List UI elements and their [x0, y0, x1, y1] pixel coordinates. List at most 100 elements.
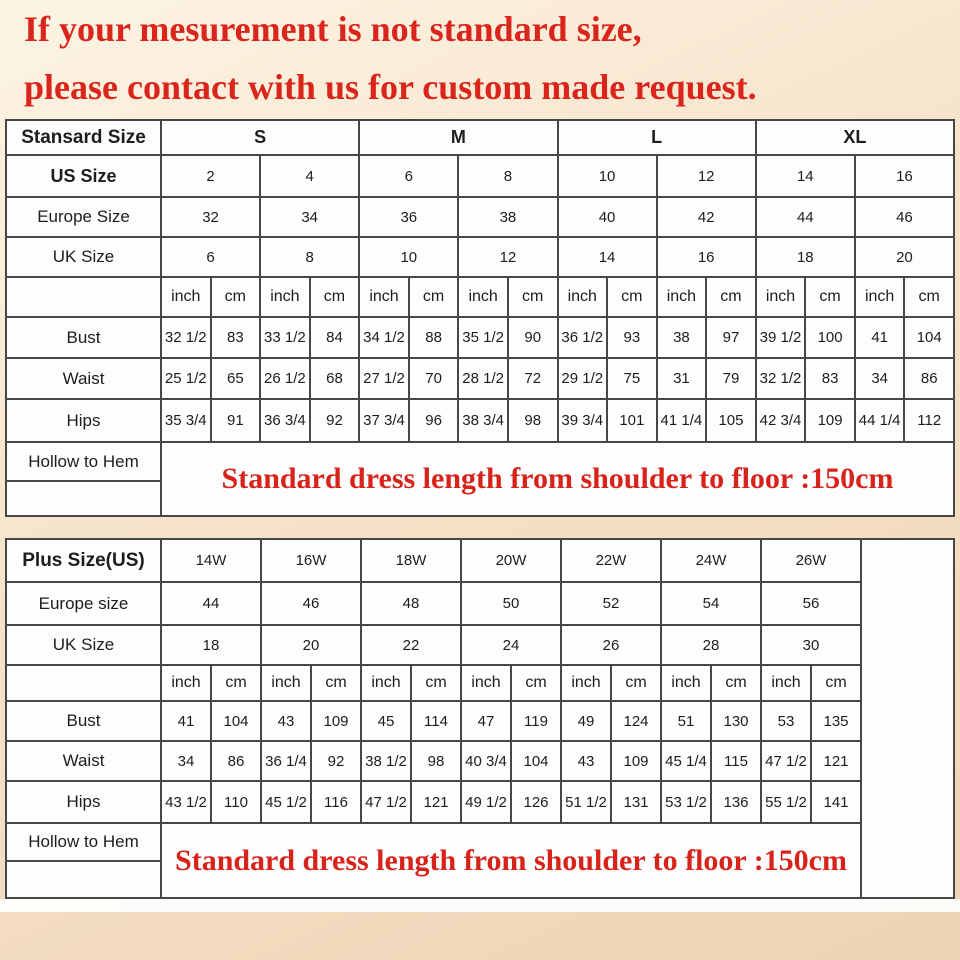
size-value-cell: 43 1/2: [160, 780, 212, 824]
size-value-cell: 75: [606, 357, 658, 400]
row-label: [5, 480, 162, 517]
size-value-cell: 35 1/2: [457, 316, 509, 359]
size-value-cell: 16W: [260, 538, 362, 583]
size-value-cell: 29 1/2: [556, 357, 609, 400]
size-value-cell: 104: [903, 316, 955, 359]
row-label: Hips: [5, 780, 162, 824]
size-value-cell: 22W: [560, 538, 662, 583]
row-label: [5, 276, 162, 318]
size-value-cell: 4: [259, 154, 361, 198]
unit-header-cell: cm: [407, 276, 460, 318]
row-label: Waist: [5, 357, 162, 400]
size-value-cell: 105: [705, 398, 757, 443]
size-value-cell: 6: [358, 154, 460, 198]
size-value-cell: 47 1/2: [360, 780, 412, 824]
size-value-cell: 48: [360, 581, 462, 626]
size-value-cell: 27 1/2: [358, 357, 410, 400]
size-value-cell: 8: [259, 236, 361, 278]
size-value-cell: 30: [760, 624, 862, 666]
table-bottom-strip: [0, 899, 960, 912]
unit-header-cell: cm: [410, 664, 462, 702]
unit-header-cell: cm: [308, 276, 361, 318]
size-value-cell: 32: [159, 196, 262, 238]
size-value-cell: 112: [903, 398, 955, 443]
row-label: Bust: [5, 700, 162, 742]
size-value-cell: 43: [260, 700, 312, 742]
size-value-cell: 45 1/4: [660, 740, 712, 782]
size-value-cell: 40 3/4: [460, 740, 512, 782]
size-value-cell: 22: [360, 624, 462, 666]
size-value-cell: 44: [754, 196, 856, 238]
unit-header-cell: cm: [310, 664, 362, 702]
unit-header-cell: inch: [457, 276, 509, 318]
size-value-cell: 14: [754, 154, 856, 198]
row-label: Europe size: [5, 581, 162, 626]
size-value-cell: 14W: [160, 538, 262, 583]
size-value-cell: 16: [655, 236, 757, 278]
size-value-cell: 39 1/2: [754, 316, 807, 359]
size-value-cell: 56: [760, 581, 862, 626]
unit-header-cell: cm: [210, 664, 262, 702]
row-label: Hips: [5, 398, 162, 443]
size-value-cell: 86: [903, 357, 955, 400]
unit-header-cell: cm: [506, 276, 559, 318]
unit-header-cell: cm: [606, 276, 658, 318]
size-value-cell: 49 1/2: [460, 780, 512, 824]
unit-header-cell: inch: [754, 276, 807, 318]
size-value-cell: 55 1/2: [760, 780, 812, 824]
size-value-cell: 92: [310, 740, 362, 782]
size-value-cell: 44: [160, 581, 262, 626]
size-value-cell: 136: [710, 780, 762, 824]
unit-header-cell: inch: [660, 664, 712, 702]
row-label: [5, 664, 162, 702]
size-value-cell: 41 1/4: [655, 398, 708, 443]
size-value-cell: 72: [506, 357, 559, 400]
row-label: Europe Size: [5, 196, 162, 238]
unit-header-cell: inch: [655, 276, 708, 318]
unit-header-cell: cm: [610, 664, 662, 702]
size-value-cell: 18W: [360, 538, 462, 583]
size-value-cell: 20: [853, 236, 956, 278]
size-value-cell: 124: [610, 700, 662, 742]
size-value-cell: 97: [705, 316, 757, 359]
size-value-cell: 46: [853, 196, 956, 238]
size-value-cell: 131: [610, 780, 662, 824]
size-value-cell: 101: [606, 398, 658, 443]
custom-size-notice-line-2: please contact with us for custom made r…: [24, 67, 757, 107]
size-value-cell: 83: [209, 316, 262, 359]
size-value-cell: 51 1/2: [560, 780, 612, 824]
size-value-cell: 114: [410, 700, 462, 742]
table-corner-label: Stansard Size: [5, 119, 162, 156]
size-value-cell: 34: [259, 196, 361, 238]
unit-header-cell: cm: [705, 276, 757, 318]
size-value-cell: 109: [310, 700, 362, 742]
size-value-cell: 12: [655, 154, 757, 198]
size-value-cell: 36 1/4: [260, 740, 312, 782]
unit-header-cell: cm: [903, 276, 955, 318]
size-value-cell: 46: [260, 581, 362, 626]
size-value-cell: 6: [159, 236, 262, 278]
size-group-header: XL: [754, 119, 956, 156]
unit-header-cell: cm: [804, 276, 856, 318]
size-value-cell: 34: [853, 357, 906, 400]
size-value-cell: 18: [160, 624, 262, 666]
size-group-header: L: [556, 119, 757, 156]
size-group-header: S: [159, 119, 361, 156]
size-value-cell: 33 1/2: [259, 316, 311, 359]
size-value-cell: 18: [754, 236, 856, 278]
unit-header-cell: cm: [710, 664, 762, 702]
size-value-cell: 36 1/2: [556, 316, 609, 359]
size-value-cell: 100: [804, 316, 856, 359]
row-label: Bust: [5, 316, 162, 359]
plus-size-table: Plus Size(US) 14W 16W 18W 20W 22W 24W 26W Europe…: [5, 538, 955, 899]
size-value-cell: 26 1/2: [259, 357, 311, 400]
size-value-cell: 35 3/4: [160, 398, 212, 443]
size-value-cell: 88: [407, 316, 460, 359]
size-value-cell: 20W: [460, 538, 562, 583]
size-value-cell: 79: [705, 357, 757, 400]
size-value-cell: 90: [506, 316, 559, 359]
size-value-cell: 121: [410, 780, 462, 824]
size-value-cell: 65: [209, 357, 262, 400]
size-value-cell: 51: [660, 700, 712, 742]
size-value-cell: 47 1/2: [760, 740, 812, 782]
